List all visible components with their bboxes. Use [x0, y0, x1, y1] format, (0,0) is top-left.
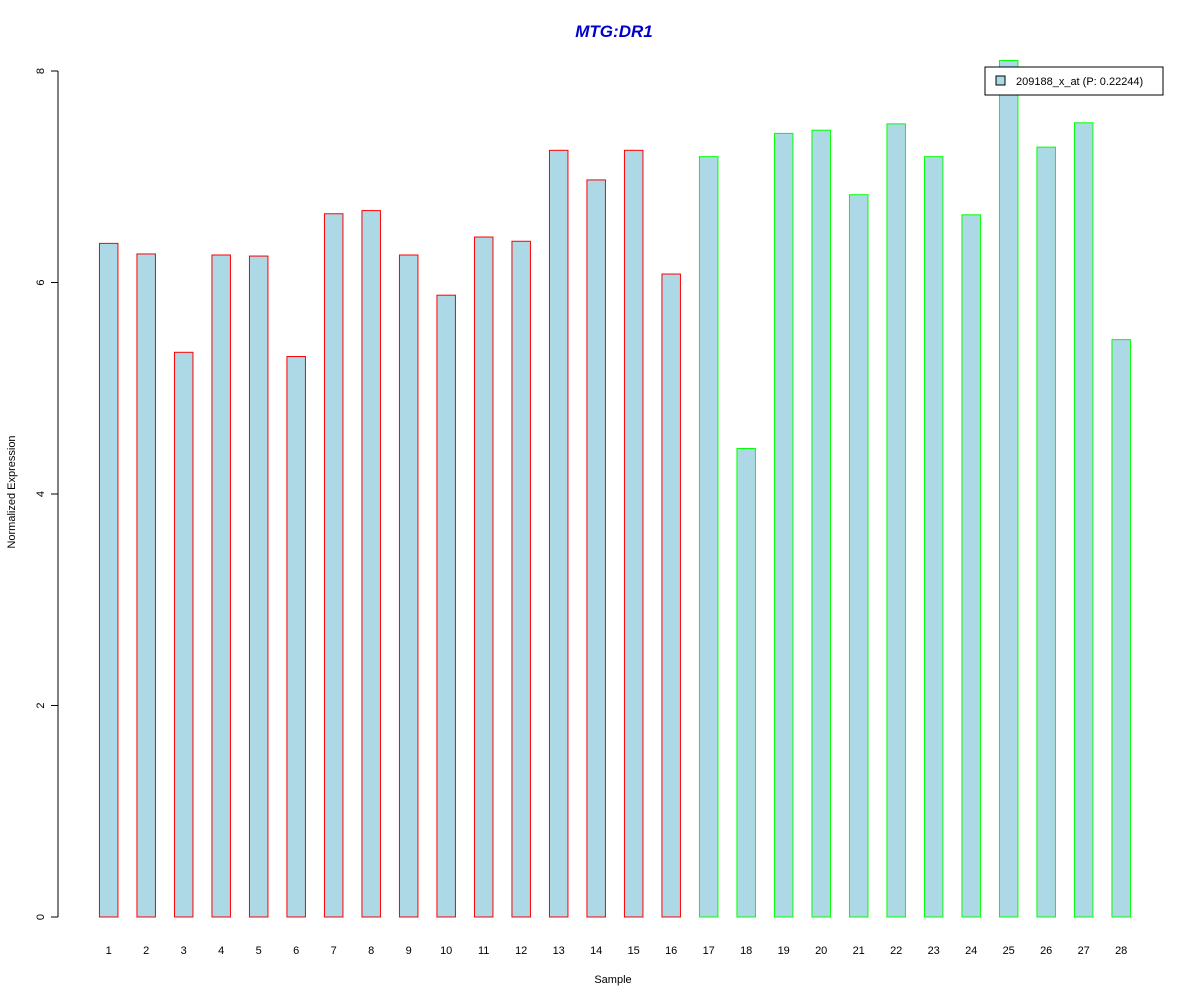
bar-sample-25: [998, 59, 1019, 918]
bar-sample-7: [323, 213, 344, 918]
legend-box: [984, 66, 1164, 96]
bar-sample-21: [848, 194, 869, 918]
bar-sample-1: [98, 242, 119, 918]
y-axis-label: Normalized Expression: [6, 435, 18, 548]
legend-label: 209188_x_at (P: 0.22244): [1016, 76, 1143, 88]
x-tick-label: 20: [815, 945, 827, 957]
x-tick-label: 12: [515, 945, 527, 957]
y-tick-label: 2: [35, 702, 47, 708]
bar-sample-14: [586, 179, 606, 918]
bar-sample-24: [961, 214, 981, 918]
x-tick-label: 7: [331, 945, 337, 957]
bar-sample-13: [548, 149, 569, 918]
x-tick-label: 13: [553, 945, 565, 957]
bar-sample-17: [698, 156, 719, 918]
chart-title: MTG:DR1: [575, 22, 652, 41]
x-tick-label: 8: [368, 945, 374, 957]
bar-sample-8: [361, 210, 381, 918]
bar-sample-9: [398, 254, 419, 918]
x-tick-label: 17: [703, 945, 715, 957]
bar-sample-28: [1111, 339, 1131, 918]
x-tick-label: 1: [106, 945, 112, 957]
x-tick-label: 23: [928, 945, 940, 957]
bar-sample-12: [511, 240, 531, 918]
x-tick-label: 9: [406, 945, 412, 957]
x-tick-label: 11: [478, 945, 489, 957]
bar-sample-19: [773, 132, 794, 918]
bar-sample-4: [211, 254, 231, 918]
x-tick-label: 14: [590, 945, 602, 957]
x-tick-labels: 1 2 3 4 5 6 7 8 9 10 11 12 13 14 15 16 17 18 19 20 21 22 23 24 2…: [106, 945, 1128, 957]
x-tick-label: 26: [1040, 945, 1052, 957]
bar-sample-15: [623, 149, 644, 918]
x-tick-label: 22: [890, 945, 902, 957]
x-axis-label: Sample: [594, 974, 631, 986]
bars: [98, 59, 1131, 918]
y-tick-label: 0: [35, 914, 47, 920]
bar-sample-18: [736, 448, 756, 918]
bar-sample-23: [923, 156, 944, 918]
x-tick-label: 24: [965, 945, 977, 957]
legend-swatch: [995, 75, 1006, 86]
x-tick-label: 21: [853, 945, 865, 957]
x-tick-label: 4: [218, 945, 224, 957]
x-tick-label: 15: [628, 945, 640, 957]
bar-sample-11: [473, 236, 494, 918]
y-tick-label: 4: [35, 491, 47, 497]
x-tick-label: 3: [181, 945, 187, 957]
x-tick-label: 27: [1078, 945, 1090, 957]
x-tick-label: 6: [293, 945, 299, 957]
bar-sample-5: [248, 255, 269, 918]
x-tick-label: 25: [1003, 945, 1015, 957]
x-tick-label: 2: [143, 945, 149, 957]
x-tick-label: 16: [665, 945, 677, 957]
y-axis: 0 2 4 6 8: [35, 68, 59, 920]
bar-sample-27: [1073, 122, 1094, 918]
x-tick-label: 28: [1115, 945, 1127, 957]
bar-sample-22: [886, 123, 906, 918]
bar-sample-20: [811, 129, 831, 918]
legend: 209188_x_at (P: 0.22244): [984, 66, 1164, 96]
bar-sample-10: [436, 294, 456, 918]
bar-sample-26: [1036, 146, 1056, 918]
bar-sample-2: [136, 253, 156, 918]
bar-sample-3: [173, 351, 194, 918]
y-tick-label: 8: [35, 68, 47, 74]
y-tick-label: 6: [35, 279, 47, 285]
bar-sample-16: [661, 273, 681, 918]
x-tick-label: 5: [256, 945, 262, 957]
bar-sample-6: [286, 356, 306, 918]
x-tick-label: 18: [740, 945, 752, 957]
x-tick-label: 10: [440, 945, 452, 957]
x-tick-label: 19: [778, 945, 790, 957]
